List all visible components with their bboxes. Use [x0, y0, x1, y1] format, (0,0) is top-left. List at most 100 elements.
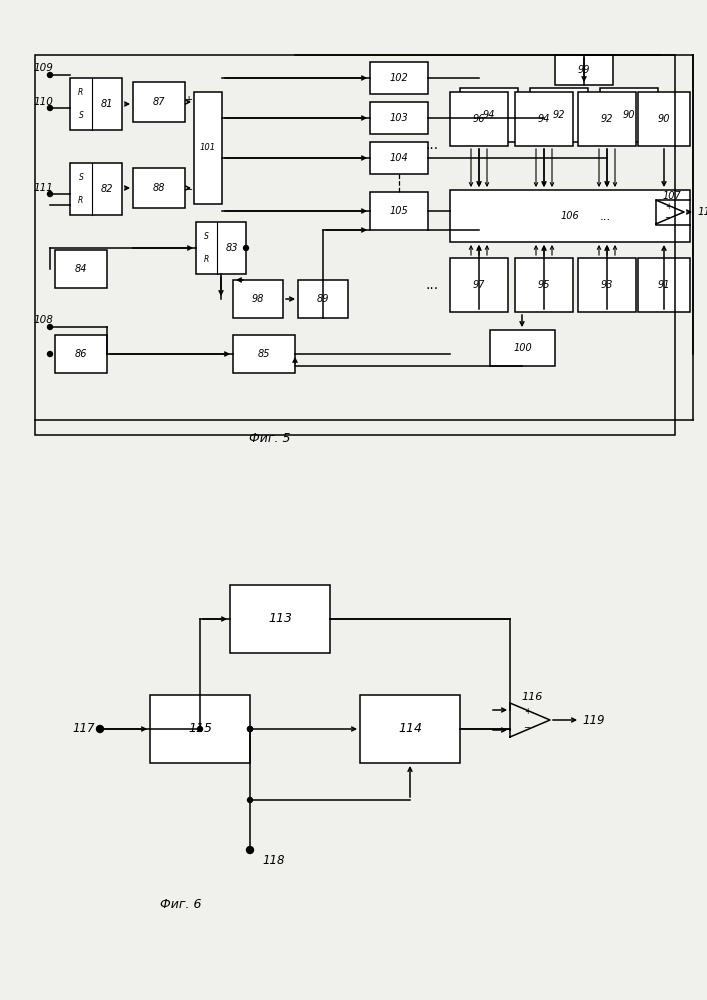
Bar	[133, 82, 185, 122]
Bar	[490, 330, 555, 366]
Bar	[600, 88, 658, 142]
Text: R: R	[78, 196, 83, 205]
Bar	[555, 55, 613, 85]
Circle shape	[47, 352, 52, 357]
Circle shape	[243, 245, 248, 250]
Text: S: S	[78, 173, 83, 182]
Text: 83: 83	[226, 243, 238, 253]
Text: Фиг. 5: Фиг. 5	[250, 432, 291, 445]
Bar	[515, 258, 573, 312]
Text: 115: 115	[188, 722, 212, 736]
Text: Фиг. 6: Фиг. 6	[160, 898, 201, 912]
Text: 96: 96	[473, 114, 485, 124]
Circle shape	[247, 798, 252, 802]
Text: 98: 98	[252, 294, 264, 304]
Bar	[70, 163, 122, 215]
Text: ...: ...	[426, 278, 438, 292]
Bar	[360, 695, 460, 763]
Bar	[638, 258, 690, 312]
Text: 111: 111	[33, 183, 53, 193]
Bar	[233, 280, 283, 318]
Text: 91: 91	[658, 280, 670, 290]
Text: +: +	[665, 202, 671, 211]
Text: ...: ...	[600, 210, 611, 223]
Text: 100: 100	[513, 343, 532, 353]
Text: 108: 108	[33, 315, 53, 325]
Text: 93: 93	[601, 280, 613, 290]
Bar	[370, 102, 428, 134]
Circle shape	[247, 726, 252, 732]
Text: 95: 95	[538, 280, 550, 290]
Text: 117: 117	[72, 722, 95, 736]
Circle shape	[47, 192, 52, 196]
Circle shape	[96, 726, 103, 732]
Text: R: R	[204, 255, 209, 264]
Bar	[298, 280, 348, 318]
Text: +: +	[185, 95, 193, 105]
Bar	[196, 222, 246, 274]
Text: −: −	[523, 724, 530, 732]
Text: 92: 92	[601, 114, 613, 124]
Text: 90: 90	[623, 110, 636, 120]
Text: 81: 81	[100, 99, 113, 109]
Circle shape	[47, 105, 52, 110]
Bar	[230, 585, 330, 653]
Text: 107: 107	[662, 191, 681, 201]
Text: 113: 113	[268, 612, 292, 626]
Circle shape	[47, 324, 52, 330]
Circle shape	[247, 846, 254, 854]
Text: 110: 110	[33, 97, 53, 107]
Text: 102: 102	[390, 73, 409, 83]
Bar	[194, 92, 222, 204]
Bar	[450, 258, 508, 312]
Text: 84: 84	[75, 264, 87, 274]
Bar	[530, 88, 588, 142]
Text: 114: 114	[398, 722, 422, 736]
Text: 118: 118	[262, 854, 284, 866]
Text: ...: ...	[426, 138, 438, 152]
Text: 89: 89	[317, 294, 329, 304]
Bar	[150, 695, 250, 763]
Text: +: +	[524, 708, 530, 716]
Bar	[133, 168, 185, 208]
Text: 103: 103	[390, 113, 409, 123]
Bar	[233, 335, 295, 373]
Text: 101: 101	[200, 143, 216, 152]
Text: R: R	[78, 88, 83, 97]
Bar	[70, 78, 122, 130]
Text: 86: 86	[75, 349, 87, 359]
Bar	[515, 92, 573, 146]
Text: 88: 88	[153, 183, 165, 193]
Text: 90: 90	[658, 114, 670, 124]
Bar	[460, 88, 518, 142]
Text: 104: 104	[390, 153, 409, 163]
Bar	[35, 55, 675, 435]
Bar	[55, 335, 107, 373]
Bar	[638, 92, 690, 146]
Text: 119: 119	[582, 714, 604, 726]
Bar	[578, 258, 636, 312]
Text: −: −	[665, 213, 672, 222]
Bar	[450, 92, 508, 146]
Text: 94: 94	[483, 110, 495, 120]
Text: 97: 97	[473, 280, 485, 290]
Bar	[370, 192, 428, 230]
Text: 109: 109	[33, 63, 53, 73]
Bar	[370, 62, 428, 94]
Text: 87: 87	[153, 97, 165, 107]
Text: 85: 85	[258, 349, 270, 359]
Text: 99: 99	[578, 65, 590, 75]
Text: 112: 112	[697, 207, 707, 217]
Text: −: −	[185, 185, 193, 195]
Bar	[450, 190, 690, 242]
Circle shape	[247, 726, 252, 732]
Text: 94: 94	[538, 114, 550, 124]
Circle shape	[197, 726, 202, 732]
Bar	[370, 142, 428, 174]
Bar	[55, 250, 107, 288]
Bar	[578, 92, 636, 146]
Text: 106: 106	[561, 211, 579, 221]
Circle shape	[47, 73, 52, 78]
Text: 82: 82	[100, 184, 113, 194]
Text: 105: 105	[390, 206, 409, 216]
